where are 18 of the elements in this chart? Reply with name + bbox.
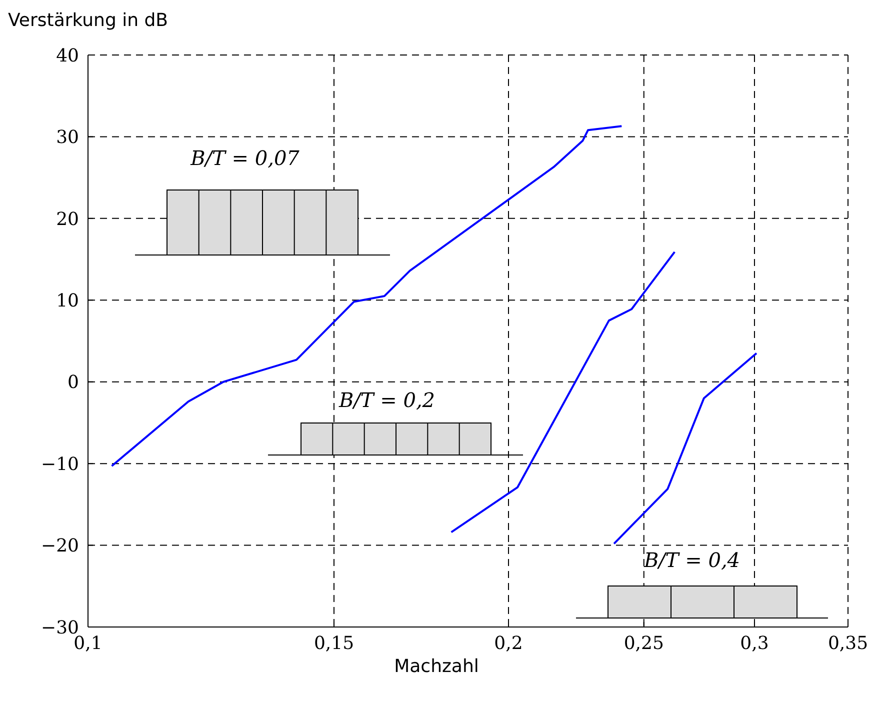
y-axis-title: Verstärkung in dB — [8, 10, 168, 31]
annotation: B/T = 0,2 — [338, 388, 436, 412]
y-tick-label: 20 — [56, 208, 79, 230]
y-tick-label: −10 — [41, 454, 79, 475]
x-tick-label: 0,15 — [314, 632, 354, 654]
x-tick-label: 0,3 — [740, 632, 769, 654]
annotation: B/T = 0,4 — [642, 548, 740, 572]
y-tick-label: 10 — [56, 290, 79, 312]
annotation: B/T = 0,07 — [190, 146, 300, 170]
x-tick-label: 0,1 — [74, 632, 102, 654]
x-axis-title: Machzahl — [393, 656, 480, 677]
y-tick-label: 40 — [56, 45, 79, 66]
y-tick-label: 30 — [56, 127, 79, 148]
x-tick-label: 0,25 — [624, 632, 664, 654]
y-tick-label: 0 — [68, 372, 79, 394]
x-tick-label: 0,35 — [828, 632, 868, 654]
y-tick-label: −20 — [41, 536, 79, 557]
x-tick-label: 0,2 — [494, 632, 523, 654]
